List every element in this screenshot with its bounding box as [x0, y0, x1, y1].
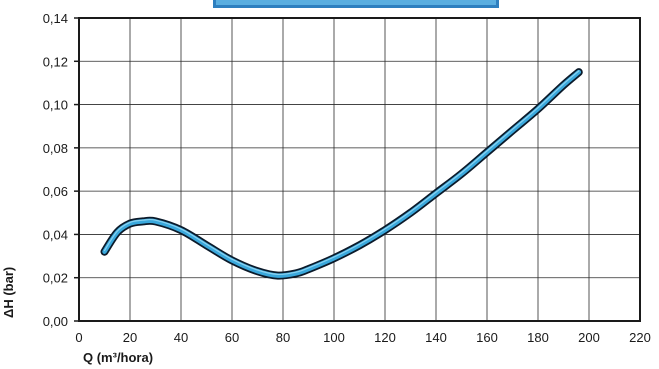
series-curve: [100, 68, 583, 280]
y-tick-label: 0,02: [43, 271, 68, 286]
series-line: [102, 69, 582, 278]
y-tick-labels: 0,00 0,02 0,04 0,06 0,08 0,10 0,12 0,14: [43, 11, 68, 329]
y-tick-label: 0,08: [43, 141, 68, 156]
y-tick-label: 0,04: [43, 227, 68, 242]
x-tick-label: 80: [276, 330, 290, 345]
x-tick-label: 160: [476, 330, 498, 345]
y-axis-label: ΔH (bar): [1, 267, 16, 318]
header-bar-inner: [216, 0, 496, 5]
x-tick-label: 140: [425, 330, 447, 345]
y-tick-label: 0,00: [43, 314, 68, 329]
x-tick-label: 20: [123, 330, 137, 345]
x-tick-label: 40: [174, 330, 188, 345]
series-line-outline: [100, 68, 583, 280]
grid: [74, 17, 640, 322]
series-line-highlight: [103, 70, 580, 276]
x-tick-label: 180: [527, 330, 549, 345]
x-tick-label: 220: [629, 330, 651, 345]
y-tick-label: 0,14: [43, 11, 68, 26]
x-tick-labels: 0 20 40 60 80 100 120 140 160 180 200 220: [75, 330, 650, 345]
y-tick-label: 0,10: [43, 98, 68, 113]
x-tick-label: 200: [578, 330, 600, 345]
x-tick-label: 120: [374, 330, 396, 345]
x-tick-label: 60: [225, 330, 239, 345]
y-tick-label: 0,06: [43, 184, 68, 199]
x-tick-label: 0: [75, 330, 82, 345]
plot-frame: [78, 17, 641, 322]
y-tick-label: 0,12: [43, 54, 68, 69]
x-axis-label: Q (m³/hora): [83, 350, 153, 365]
x-tick-label: 100: [323, 330, 345, 345]
